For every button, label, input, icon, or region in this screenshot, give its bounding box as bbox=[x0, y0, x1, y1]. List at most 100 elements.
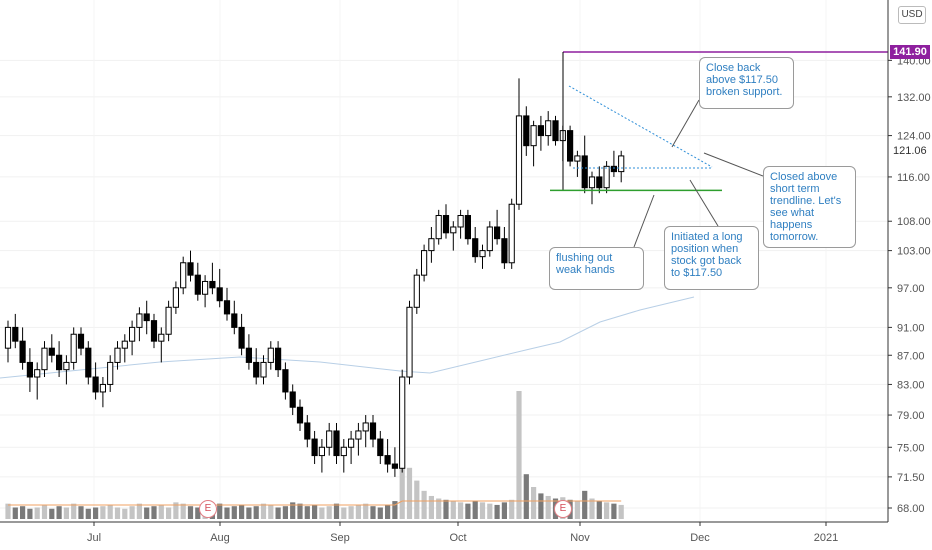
candle-body bbox=[282, 369, 289, 393]
candle-body bbox=[348, 438, 355, 448]
volume-bar bbox=[239, 504, 245, 519]
price-tick-label: 75.00 bbox=[897, 442, 925, 454]
volume-bar bbox=[129, 506, 135, 519]
volume-bar bbox=[217, 503, 223, 519]
volume-bar bbox=[545, 495, 551, 519]
candle-body bbox=[121, 340, 128, 349]
candle-body bbox=[523, 115, 530, 147]
candle-body bbox=[355, 430, 362, 440]
price-axis-background bbox=[888, 0, 932, 550]
candle-body bbox=[99, 383, 107, 393]
volume-average-line bbox=[8, 500, 622, 506]
volume-bar bbox=[392, 501, 398, 519]
note-initiated[interactable]: Initiated a long position when stock got… bbox=[664, 226, 759, 290]
candle-body bbox=[494, 226, 501, 240]
volume-bar bbox=[27, 508, 33, 519]
candle-body bbox=[187, 262, 194, 276]
candle-body bbox=[26, 361, 33, 378]
volume-bar bbox=[122, 508, 128, 519]
note-flushing[interactable]: flushing out weak hands bbox=[549, 247, 644, 290]
time-tick-label: Oct bbox=[449, 532, 466, 544]
candle-body bbox=[318, 446, 325, 457]
volume-bar bbox=[231, 506, 237, 519]
price-axis[interactable]: 140.00132.00124.00116.00108.00103.0097.0… bbox=[887, 0, 932, 550]
volume-bar bbox=[20, 506, 26, 519]
volume-bar bbox=[611, 503, 617, 519]
candle-body bbox=[567, 130, 574, 162]
price-tick-label: 71.50 bbox=[897, 472, 925, 484]
candle-body bbox=[296, 406, 304, 424]
volume-bar bbox=[195, 507, 201, 519]
candle-body bbox=[180, 262, 187, 289]
time-tick-label: Sep bbox=[330, 532, 350, 544]
volume-bar bbox=[144, 507, 150, 519]
volume-bar bbox=[173, 502, 179, 519]
note-close-back[interactable]: Close back above $117.50 broken support. bbox=[699, 57, 794, 109]
candle-body bbox=[304, 422, 311, 440]
volume-bar bbox=[604, 502, 610, 519]
volume-bar bbox=[538, 493, 544, 519]
candle-body bbox=[377, 438, 384, 457]
candle-body bbox=[457, 215, 464, 228]
note-connectors bbox=[633, 99, 764, 248]
volume-bar bbox=[282, 506, 288, 519]
candle-body bbox=[63, 361, 70, 371]
last-price-label: 121.06 bbox=[893, 145, 927, 157]
candle-body bbox=[486, 226, 493, 252]
candle-body bbox=[413, 274, 420, 308]
volume-bar bbox=[78, 506, 84, 519]
candle-body bbox=[165, 306, 172, 335]
candle-body bbox=[194, 274, 201, 295]
volume-bar bbox=[479, 502, 486, 519]
candle-body bbox=[472, 238, 479, 258]
candle-body bbox=[450, 226, 457, 234]
currency-badge[interactable]: USD bbox=[898, 6, 926, 24]
volume-bar bbox=[355, 504, 361, 519]
candle-body bbox=[77, 333, 85, 349]
candle-body bbox=[435, 215, 442, 240]
time-axis[interactable]: Jul Aug Sep Oct Nov Dec 2021 bbox=[0, 521, 888, 544]
volume-bar bbox=[180, 503, 186, 519]
candle-body bbox=[41, 347, 48, 371]
price-tick-label: 103.00 bbox=[897, 246, 931, 258]
volume-bar bbox=[377, 507, 383, 519]
volume-bar bbox=[618, 504, 624, 519]
candle-body bbox=[19, 340, 26, 363]
volume-bar bbox=[501, 502, 507, 519]
candle-body bbox=[129, 326, 136, 342]
price-tick-label: 132.00 bbox=[897, 92, 931, 104]
candle-body bbox=[85, 347, 92, 378]
note-closed-above[interactable]: Closed above short term trendline. Let's… bbox=[763, 166, 856, 248]
candle-body bbox=[384, 455, 391, 465]
drawing-lines bbox=[550, 51, 888, 192]
note-pointer bbox=[689, 179, 719, 227]
candle-body bbox=[588, 176, 596, 189]
candle-body bbox=[143, 313, 150, 322]
volume-bar bbox=[290, 502, 296, 519]
volume-bar bbox=[516, 391, 522, 519]
volume-bar bbox=[56, 506, 62, 519]
volume-bar bbox=[421, 490, 427, 519]
time-tick-label: Jul bbox=[87, 532, 101, 544]
candle-body bbox=[136, 313, 143, 328]
candle-body bbox=[530, 125, 537, 147]
volume-bar bbox=[71, 503, 77, 519]
price-tick-label: 79.00 bbox=[897, 410, 925, 422]
time-tick-label: 2021 bbox=[814, 532, 838, 544]
price-tick-label: 83.00 bbox=[897, 379, 925, 391]
volume-bar bbox=[341, 507, 347, 519]
candle-body bbox=[326, 430, 333, 448]
volume-bar bbox=[494, 504, 500, 519]
earnings-marker[interactable]: E bbox=[554, 500, 572, 518]
price-tick-label: 108.00 bbox=[897, 216, 931, 228]
candle-body bbox=[333, 430, 340, 457]
volume-bar bbox=[297, 503, 303, 519]
volume-bar bbox=[49, 508, 55, 519]
trendline-descending bbox=[568, 85, 713, 168]
candle-body bbox=[596, 176, 603, 189]
volume-bar bbox=[443, 499, 449, 519]
earnings-marker[interactable]: E bbox=[199, 500, 217, 518]
volume-bar bbox=[158, 504, 164, 519]
candle-body bbox=[260, 361, 267, 378]
